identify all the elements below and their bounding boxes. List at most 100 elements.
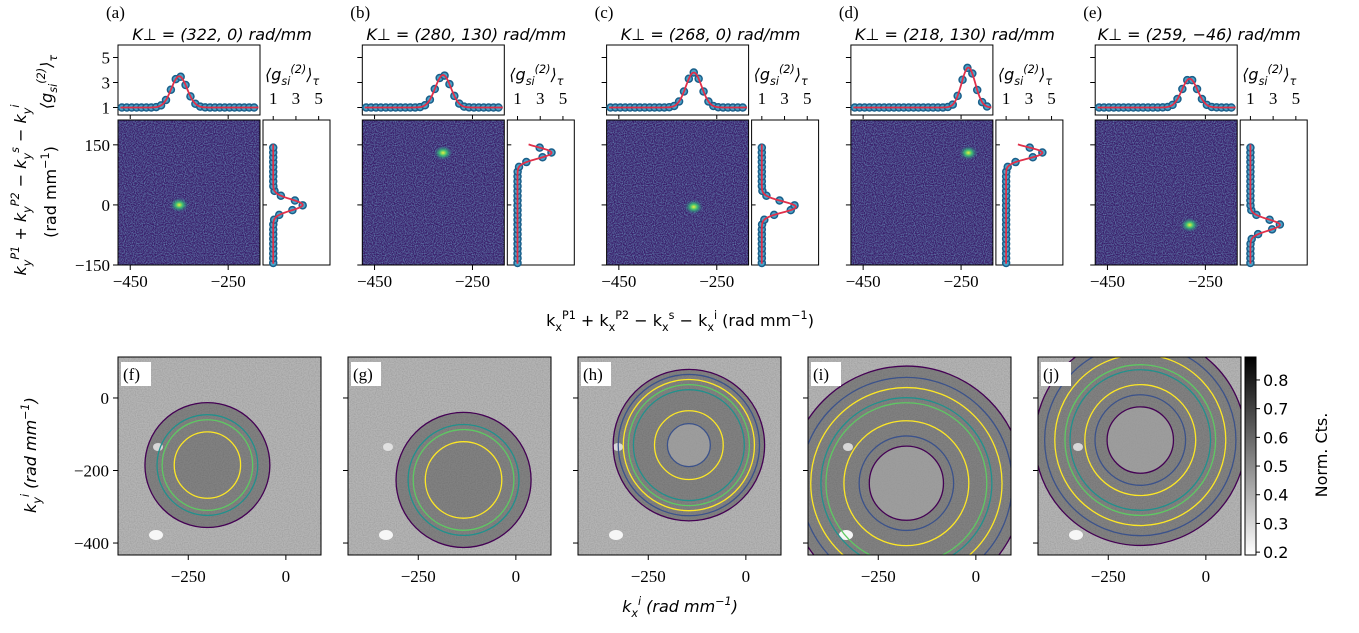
marginal-frame: [1239, 119, 1308, 266]
x-tick-label: −250: [1091, 567, 1126, 586]
image-panel: [348, 357, 551, 555]
ring: [808, 365, 1011, 555]
g-tick-label: 1: [513, 89, 522, 108]
marginal-frame: [995, 119, 1064, 266]
correlation-peak: [434, 145, 453, 160]
x-tick-label: 0: [282, 567, 291, 586]
correlation-peak: [959, 145, 978, 160]
x-tick-label: −250: [171, 567, 206, 586]
ring: [144, 401, 271, 529]
x-tick-label: −250: [211, 272, 246, 291]
image-panel: [1038, 357, 1241, 555]
x-tick-label: −250: [455, 272, 490, 291]
g-tick-label: 3: [780, 89, 789, 108]
panel-label: (g): [353, 365, 373, 384]
image-panel: [118, 357, 321, 555]
marginal-frame: [262, 119, 331, 266]
bright-spot: [1073, 443, 1083, 451]
inner-region: [1107, 406, 1174, 474]
heatmap-frame: [361, 119, 505, 266]
image-noise: [118, 357, 321, 555]
fit-curve: [609, 71, 748, 109]
ring: [1038, 357, 1241, 547]
colorbar-tick-label: 0.4: [1263, 486, 1288, 505]
heatmap-noise: [606, 120, 749, 265]
marginal-frame: [751, 119, 820, 266]
bright-spot: [153, 443, 163, 451]
g-tick-label: 5: [1292, 89, 1301, 108]
x-tick-label: −250: [631, 567, 666, 586]
label-box: [1041, 362, 1071, 386]
fit-curve: [1005, 143, 1044, 264]
bright-spot: [149, 530, 163, 540]
ring: [666, 422, 711, 468]
x-axis-label: kxP1 + kxP2 − kxs − kxi (rad mm−1): [546, 309, 814, 334]
g-tick-label: 3: [536, 89, 545, 108]
ring: [810, 386, 1003, 555]
x-tick-label: −450: [113, 272, 148, 291]
g-tick-label: 5: [102, 49, 111, 68]
marginal-frame: [850, 44, 994, 116]
y-axis-label: kyi (rad mm−1): [19, 397, 44, 513]
colorbar-tick-label: 0.6: [1263, 428, 1288, 447]
marginal-frame: [117, 44, 261, 116]
g-tick-label: 1: [1002, 89, 1011, 108]
ring: [858, 435, 955, 532]
colorbar-tick-label: 0.2: [1263, 543, 1288, 562]
panel-label: (d): [839, 3, 859, 22]
dark-annulus: [144, 402, 270, 528]
g-tick-label: 1: [1246, 89, 1255, 108]
y-axis-unit: (rad mm−1): [39, 146, 60, 238]
image-frame: [577, 356, 782, 556]
g-tick-label: 1: [269, 89, 278, 108]
panel-label: (c): [595, 3, 614, 22]
colorbar-label: Norm. Cts.: [1312, 413, 1331, 498]
g-tick-label: 5: [803, 89, 812, 108]
ring: [843, 420, 970, 547]
panel-label: (e): [1083, 3, 1102, 22]
inner-region: [667, 423, 711, 467]
fit-curve: [516, 143, 553, 264]
colorbar-tick-label: 0.3: [1263, 514, 1288, 533]
label-box: [351, 362, 381, 386]
marginal-frame: [506, 119, 575, 266]
x-tick-label: −250: [861, 567, 896, 586]
inner-region: [869, 446, 944, 521]
g-axis-label: ⟨gsi(2)⟩τ: [754, 63, 808, 88]
bright-spot: [379, 530, 393, 540]
y-tick-label: −200: [74, 462, 109, 481]
label-box: [581, 362, 611, 386]
panel-label: (f): [123, 365, 140, 384]
heatmap-noise: [850, 120, 993, 265]
fit-curve: [364, 74, 503, 109]
image-frame: [347, 356, 552, 556]
ring: [653, 410, 724, 481]
panel-label: (a): [106, 3, 125, 22]
bright-spot: [383, 443, 393, 451]
y-tick-label: 0: [102, 196, 111, 215]
correlation-peak: [1180, 217, 1199, 232]
x-tick-label: 0: [1202, 567, 1211, 586]
g-tick-label: 1: [102, 99, 111, 118]
y-tick-label: −400: [74, 534, 109, 553]
correlation-peak: [684, 199, 703, 214]
bright-spot: [609, 530, 623, 540]
y-tick-label: 150: [85, 136, 111, 155]
y-tick-label: 0: [101, 389, 110, 408]
panel-title: K⊥ = (322, 0) rad/mm: [132, 25, 312, 44]
correlation-peak: [170, 197, 189, 212]
dark-annulus: [396, 412, 532, 548]
image-frame: [117, 356, 322, 556]
x-axis-label: kxi (rad mm−1): [622, 595, 738, 620]
bright-spot: [1069, 530, 1083, 540]
colorbar: [1244, 356, 1257, 556]
ring: [1054, 357, 1227, 527]
ring: [1044, 357, 1237, 537]
panel-title: K⊥ = (268, 0) rad/mm: [621, 25, 801, 44]
panel-title: K⊥ = (280, 130) rad/mm: [366, 25, 566, 44]
marginal-frame: [606, 44, 750, 116]
ring: [173, 431, 242, 499]
g-tick-label: 5: [559, 89, 568, 108]
heatmap-noise: [118, 120, 260, 265]
g-axis-label: ⟨gsi(2)⟩τ: [265, 63, 319, 88]
